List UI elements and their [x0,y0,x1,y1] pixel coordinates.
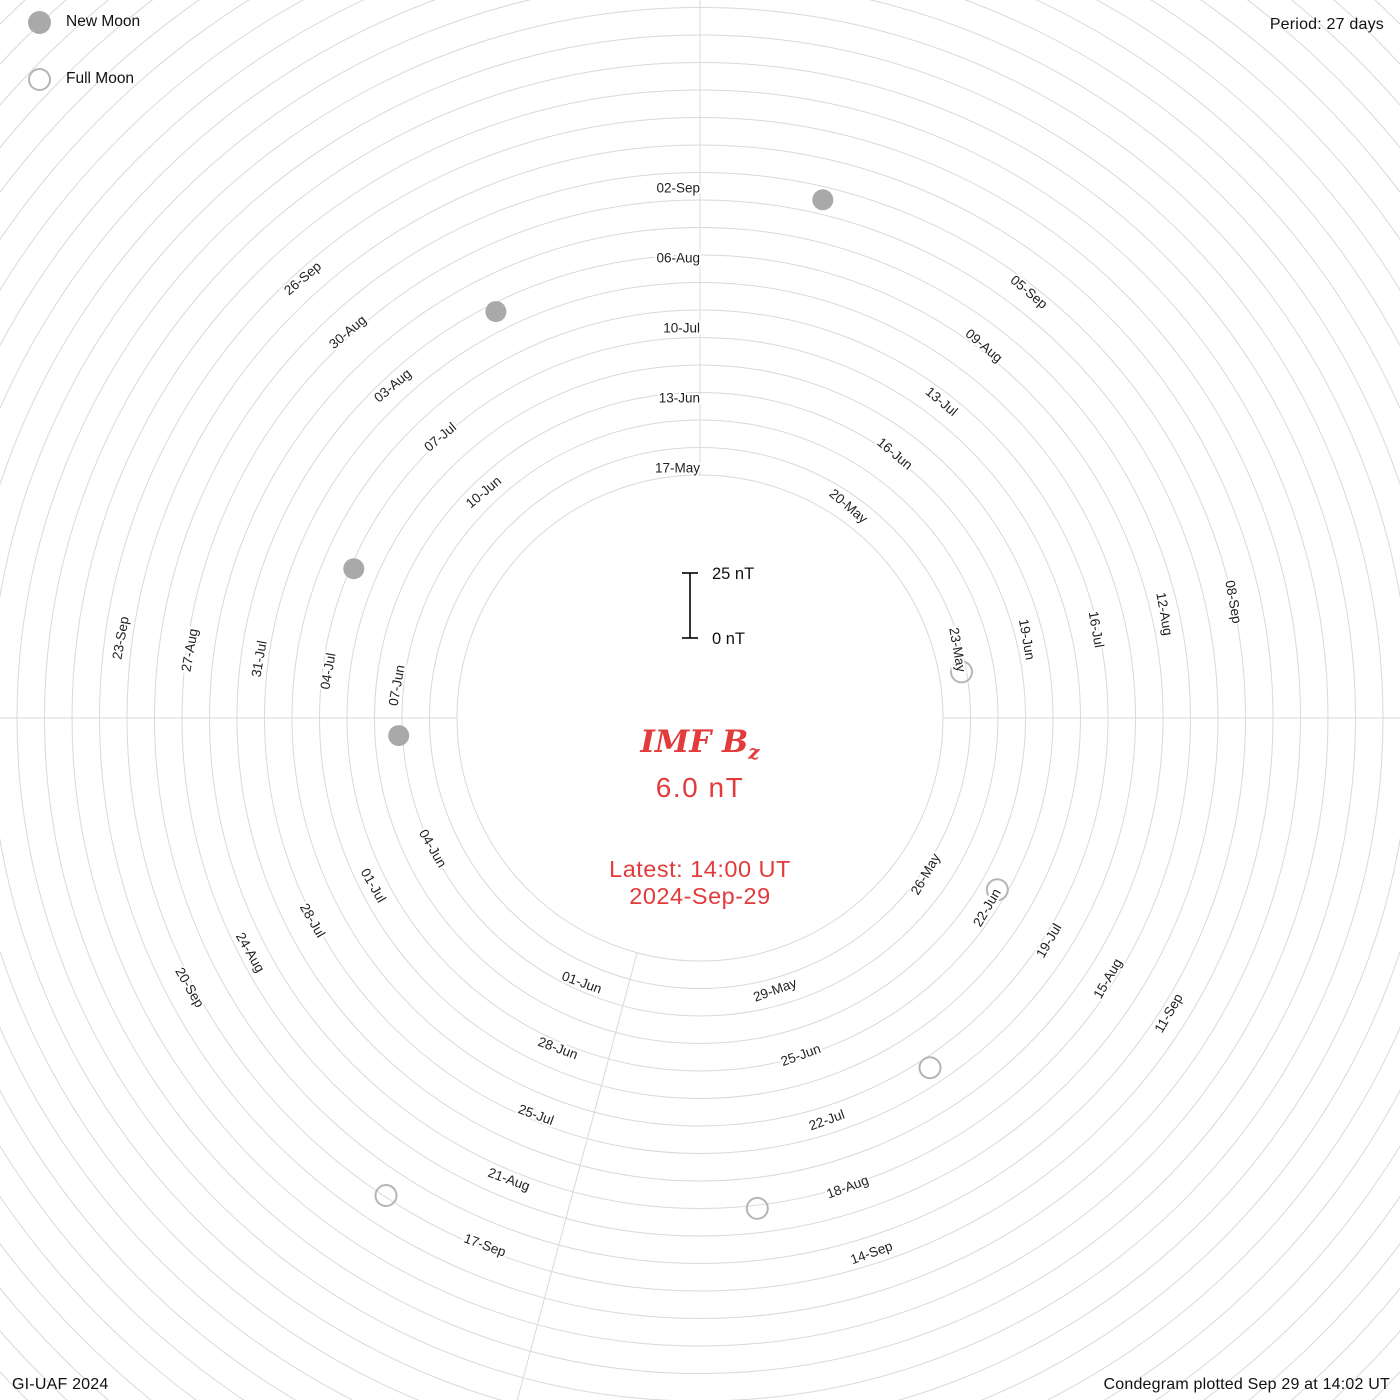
date-label: 21-Aug [486,1165,532,1194]
date-label: 19-Jul [1033,921,1064,960]
date-label: 25-Jun [779,1041,823,1069]
date-label: 10-Jun [463,473,504,511]
moon-legend: New Moon Full Moon [28,8,140,122]
credit-label: GI-UAF 2024 [12,1376,109,1393]
legend-full-moon: Full Moon [28,65,140,93]
new-moon-marker [812,189,834,211]
date-label: 09-Aug [963,326,1006,365]
period-label: Period: 27 days [1269,16,1384,33]
date-label: 13-Jun [659,391,700,406]
date-label: 27-Aug [178,627,200,672]
full-moon-marker [374,1184,398,1207]
date-label: 23-May [946,626,969,673]
date-label: 28-Jul [297,901,328,940]
date-label: 12-Aug [1153,591,1175,636]
grid-circle [374,392,1026,1044]
date-labels: 17-May20-May23-May26-May29-May01-Jun04-J… [107,179,1246,1270]
date-label: 10-Jul [663,321,700,336]
new-moon-marker [343,558,365,580]
date-label: 17-Sep [462,1231,508,1260]
date-label: 01-Jul [358,866,389,905]
date-label: 22-Jul [807,1107,847,1134]
legend-full-moon-label: Full Moon [66,70,135,87]
legend-new-moon-label: New Moon [66,13,141,30]
date-label: 26-May [908,851,944,898]
scale-0nt-label: 0 nT [712,630,745,648]
plus10-label: +10 nT [703,0,749,4]
date-label: 28-Jun [536,1034,580,1062]
date-label: 23-Sep [109,615,131,660]
date-label: 29-May [751,975,799,1005]
date-label: 16-Jul [1086,610,1107,649]
date-label: 01-Jun [560,968,604,996]
date-label: 02-Sep [656,181,700,196]
legend-new-moon: New Moon [28,8,140,36]
new-moon-marker [388,725,410,747]
date-label: 04-Jul [317,652,338,691]
plotted-label: Condegram plotted Sep 29 at 14:02 UT [1103,1376,1390,1393]
date-label: 11-Sep [1151,991,1185,1035]
date-label: 06-Aug [656,251,700,266]
date-label: 26-Sep [281,259,324,298]
date-label: 04-Jun [416,827,450,870]
full-moon-marker [745,1196,769,1220]
date-label: 30-Aug [326,312,369,351]
scale-25nt-label: 25 nT [712,565,754,583]
date-label: 20-Sep [172,965,207,1010]
scale-bar [682,572,698,639]
date-label: 17-May [655,461,700,476]
full-moon-marker [950,660,973,684]
grid-circle [401,419,999,1017]
scale-labels: 25 nT 0 nT +20 nT+10 nT [703,0,754,648]
grid-circle [429,447,971,989]
grid-radial-line [516,952,638,1400]
date-label: 25-Jul [516,1101,556,1128]
date-label: 16-Jun [874,435,915,473]
date-label: 14-Sep [848,1238,894,1267]
full-moon-marker [985,878,1009,902]
new-moon-icon [28,10,51,34]
new-moon-marker [485,301,507,323]
moon-markers [343,189,1009,1220]
date-label: 15-Aug [1090,956,1125,1001]
date-label: 07-Jul [421,419,459,454]
grid-circle [456,474,944,962]
date-label: 07-Jun [386,664,408,707]
full-moon-icon [28,67,51,91]
plus20-label: +20 nT [703,0,749,4]
date-label: 18-Aug [825,1172,871,1201]
full-moon-marker [918,1056,942,1080]
date-label: 08-Sep [1222,579,1244,624]
